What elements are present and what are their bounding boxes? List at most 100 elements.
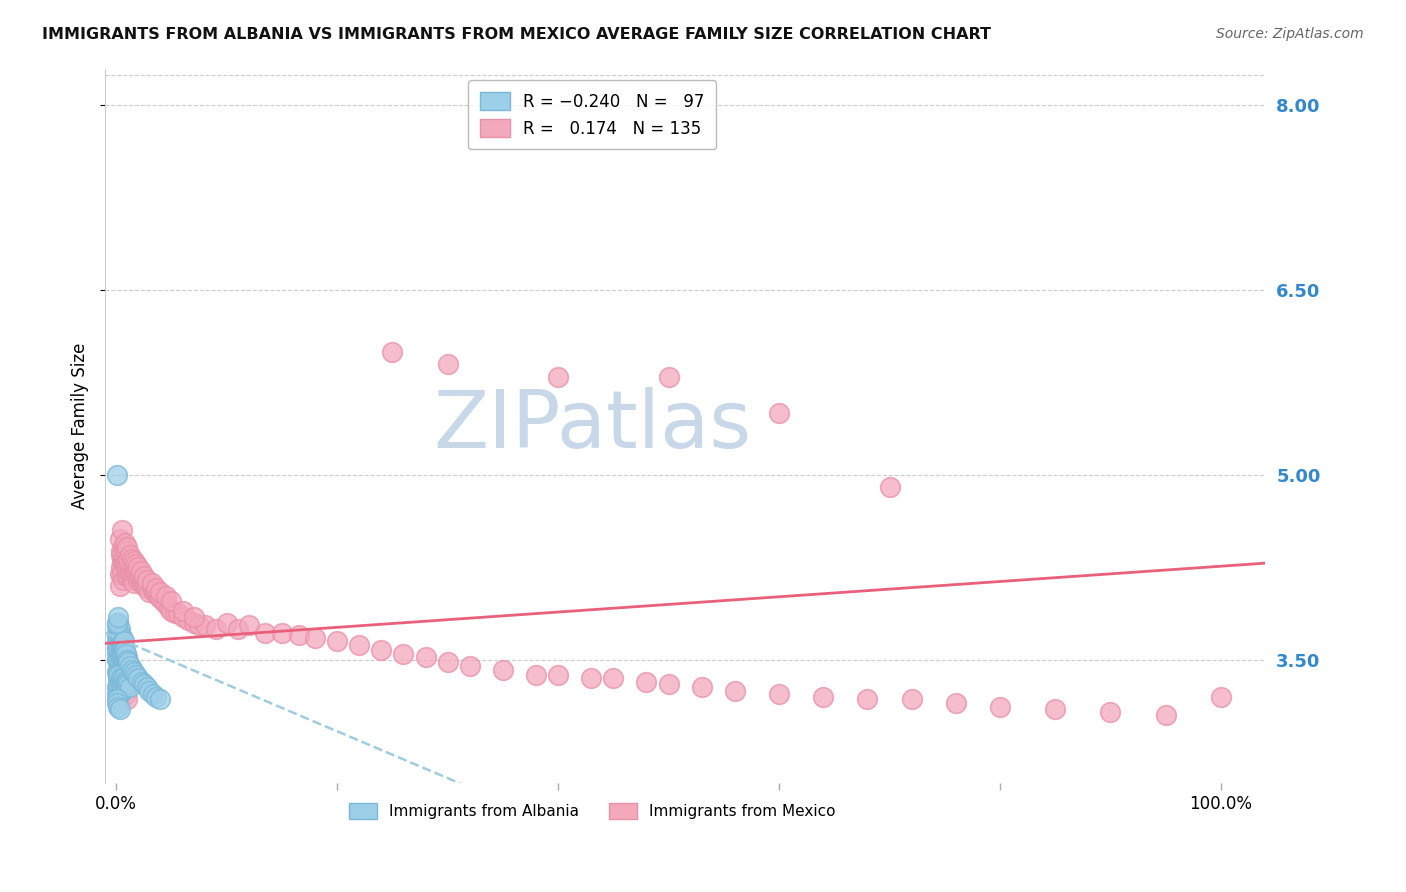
Point xyxy=(157,601,180,615)
Point xyxy=(111,540,134,554)
Point xyxy=(145,585,167,599)
Point xyxy=(111,663,134,677)
Point xyxy=(115,647,138,661)
Point xyxy=(107,609,129,624)
Point xyxy=(110,560,132,574)
Point xyxy=(112,634,135,648)
Point xyxy=(988,699,1011,714)
Point xyxy=(149,692,172,706)
Point xyxy=(1209,690,1232,704)
Point xyxy=(381,344,404,359)
Point xyxy=(136,680,159,694)
Point xyxy=(125,667,148,681)
Point xyxy=(188,618,211,632)
Point xyxy=(110,544,132,558)
Point xyxy=(118,660,141,674)
Point xyxy=(152,593,174,607)
Point xyxy=(136,582,159,596)
Point xyxy=(111,638,134,652)
Point xyxy=(108,675,131,690)
Point xyxy=(145,582,167,596)
Point xyxy=(117,540,139,554)
Y-axis label: Average Family Size: Average Family Size xyxy=(72,343,89,509)
Point xyxy=(114,677,136,691)
Point xyxy=(111,524,134,538)
Point xyxy=(108,579,131,593)
Point xyxy=(105,687,128,701)
Point xyxy=(122,576,145,591)
Point xyxy=(183,609,205,624)
Point xyxy=(768,407,790,421)
Point xyxy=(107,653,129,667)
Point xyxy=(105,692,128,706)
Point xyxy=(108,659,131,673)
Point xyxy=(112,675,135,690)
Point xyxy=(111,667,134,681)
Point xyxy=(115,650,138,665)
Point xyxy=(115,569,138,583)
Point xyxy=(110,638,132,652)
Point xyxy=(105,640,128,655)
Point xyxy=(111,671,134,685)
Point xyxy=(117,653,139,667)
Point xyxy=(304,631,326,645)
Point xyxy=(105,647,128,661)
Point xyxy=(287,628,309,642)
Text: IMMIGRANTS FROM ALBANIA VS IMMIGRANTS FROM MEXICO AVERAGE FAMILY SIZE CORRELATIO: IMMIGRANTS FROM ALBANIA VS IMMIGRANTS FR… xyxy=(42,27,991,42)
Point xyxy=(110,671,132,685)
Point xyxy=(105,618,128,632)
Point xyxy=(114,544,136,558)
Point xyxy=(392,647,415,661)
Point xyxy=(415,650,437,665)
Point xyxy=(142,687,165,701)
Point xyxy=(120,557,142,571)
Point xyxy=(107,677,129,691)
Point xyxy=(110,667,132,681)
Point xyxy=(163,606,186,620)
Point xyxy=(105,653,128,667)
Point xyxy=(107,683,129,698)
Point xyxy=(111,659,134,673)
Point xyxy=(138,585,160,599)
Point xyxy=(436,656,458,670)
Point xyxy=(112,677,135,691)
Point xyxy=(132,677,155,691)
Point xyxy=(108,677,131,691)
Point xyxy=(111,656,134,670)
Point xyxy=(108,566,131,581)
Point xyxy=(900,692,922,706)
Point xyxy=(945,696,967,710)
Point xyxy=(105,680,128,694)
Point xyxy=(108,656,131,670)
Point xyxy=(121,569,143,583)
Point xyxy=(108,702,131,716)
Point xyxy=(124,566,146,581)
Point xyxy=(108,687,131,701)
Point xyxy=(108,638,131,652)
Point xyxy=(110,663,132,677)
Point xyxy=(111,573,134,587)
Point xyxy=(129,564,152,578)
Point xyxy=(117,656,139,670)
Point xyxy=(155,589,177,603)
Point xyxy=(107,663,129,677)
Point xyxy=(108,634,131,648)
Point xyxy=(110,628,132,642)
Point xyxy=(128,569,150,583)
Point xyxy=(138,683,160,698)
Point xyxy=(114,557,136,571)
Point xyxy=(111,647,134,661)
Point xyxy=(149,591,172,606)
Point xyxy=(160,593,183,607)
Point xyxy=(127,560,149,574)
Point xyxy=(813,690,835,704)
Point xyxy=(117,564,139,578)
Point xyxy=(105,625,128,640)
Point xyxy=(108,647,131,661)
Point xyxy=(118,659,141,673)
Point xyxy=(111,675,134,690)
Point xyxy=(112,544,135,558)
Point xyxy=(118,548,141,562)
Point xyxy=(105,640,128,655)
Point xyxy=(326,634,349,648)
